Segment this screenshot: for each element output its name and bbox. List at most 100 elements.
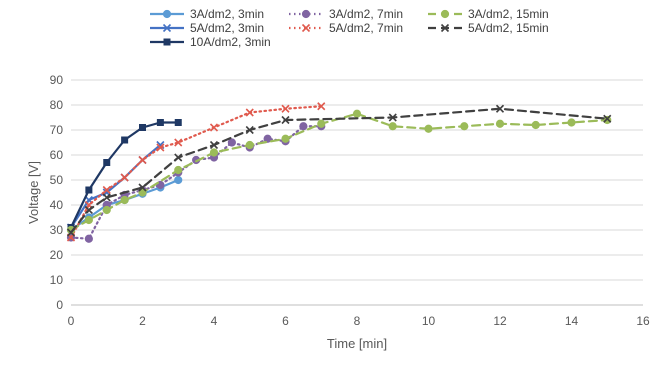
data-point-x [245, 125, 254, 135]
data-point-square [103, 159, 111, 166]
y-tick-label: 50 [50, 173, 64, 187]
data-point-x [603, 114, 612, 123]
x-tick-label: 2 [139, 314, 146, 328]
legend-label: 3A/dm2, 15min [468, 7, 549, 21]
data-point-x-stroke [440, 23, 450, 33]
data-point-x [138, 155, 147, 165]
data-point-circle [84, 215, 93, 225]
x-tick-label: 10 [422, 314, 436, 328]
data-point-x [388, 113, 397, 122]
data-point-circle [162, 9, 172, 19]
data-point-square [85, 186, 93, 194]
data-point-x-stroke [156, 143, 165, 152]
data-point-x [245, 108, 254, 117]
data-point-x-stroke [120, 173, 129, 182]
y-tick-label: 70 [50, 123, 64, 137]
series-6 [66, 109, 612, 235]
data-point-circle [281, 134, 290, 143]
y-tick-label: 20 [50, 248, 64, 262]
data-point-circle [495, 119, 505, 128]
data-point-x [174, 138, 183, 147]
data-point-x [156, 143, 165, 152]
axes: 0 10 20 30 40 50 60 70 80 90 0 2 4 6 8 10 12 14 16 [50, 73, 650, 328]
legend-entry: 3A/dm2, 15min [428, 7, 549, 21]
data-point-circle [424, 124, 433, 133]
data-point-circle [603, 115, 612, 125]
data-point-circle [209, 148, 219, 157]
data-point-circle [120, 195, 129, 205]
data-point-circle [174, 165, 183, 175]
data-point-circle [245, 140, 254, 150]
legend-entry: 5A/dm2, 3min [150, 21, 264, 35]
data-point-x [120, 173, 129, 182]
data-point-x [102, 185, 111, 195]
data-point-circle [567, 118, 576, 127]
y-tick-label: 30 [50, 223, 64, 237]
data-point-x-stroke [281, 115, 290, 125]
data-point-x-stroke [388, 113, 397, 122]
x-tick-label: 14 [565, 314, 579, 328]
y-tick-label: 90 [50, 73, 64, 87]
data-point-x [209, 123, 219, 132]
data-point-circle [102, 205, 111, 215]
data-point-x [301, 23, 311, 33]
x-tick-label: 0 [68, 314, 75, 328]
data-point-circle [388, 122, 397, 131]
data-point-x [102, 193, 111, 202]
y-tick-label: 60 [50, 148, 64, 162]
data-point-circle [317, 119, 326, 128]
data-point-x-stroke [301, 23, 311, 33]
series-line [69, 107, 609, 234]
data-point-x-stroke [66, 228, 76, 237]
data-point-circle [84, 234, 93, 243]
data-point-x-stroke [174, 153, 183, 162]
data-point-x [138, 183, 147, 192]
x-axis-title: Time [min] [327, 336, 387, 351]
data-point-x-stroke [317, 102, 326, 111]
data-point-x-stroke [174, 138, 183, 147]
data-point-circle [174, 175, 183, 185]
data-point-circle [440, 9, 450, 19]
data-point-x [281, 104, 290, 113]
legend-entry: 3A/dm2, 7min [289, 7, 403, 21]
data-point-circle [227, 138, 236, 147]
data-point-x-stroke [245, 108, 254, 117]
legend-label: 5A/dm2, 3min [190, 21, 264, 35]
data-point-x-stroke [138, 183, 147, 192]
data-point-x [317, 102, 326, 111]
legend-label: 5A/dm2, 7min [329, 21, 403, 35]
legend-label: 3A/dm2, 7min [329, 7, 403, 21]
data-point-square [139, 124, 146, 131]
data-point-x [174, 153, 183, 162]
data-point-x-stroke [209, 123, 219, 132]
data-point-x-stroke [102, 193, 111, 202]
data-point-x [84, 205, 93, 215]
data-point-square [121, 136, 129, 144]
series-lines [66, 102, 612, 243]
data-point-x [440, 23, 450, 33]
x-tick-label: 6 [282, 314, 289, 328]
data-point-x-stroke [495, 104, 505, 113]
x-tick-label: 16 [636, 314, 650, 328]
y-tick-label: 40 [50, 198, 64, 212]
data-point-x-stroke [603, 114, 612, 123]
data-point-x-stroke [84, 205, 93, 215]
x-tick-label: 12 [493, 314, 507, 328]
legend-entry: 10A/dm2, 3min [150, 35, 271, 49]
series-5 [66, 102, 326, 242]
series-line [69, 105, 323, 239]
data-point-x [281, 115, 290, 125]
data-point-circle [352, 109, 362, 118]
y-tick-label: 0 [56, 298, 63, 312]
x-tick-label: 8 [354, 314, 361, 328]
legend-label: 3A/dm2, 3min [190, 7, 264, 21]
data-point-circle [531, 120, 540, 130]
x-tick-label: 4 [211, 314, 218, 328]
data-point-circle [460, 122, 469, 131]
data-point-x-stroke [162, 23, 172, 33]
data-point-x-stroke [281, 104, 290, 113]
legend-label: 5A/dm2, 15min [468, 21, 549, 35]
data-point-square [156, 119, 164, 126]
